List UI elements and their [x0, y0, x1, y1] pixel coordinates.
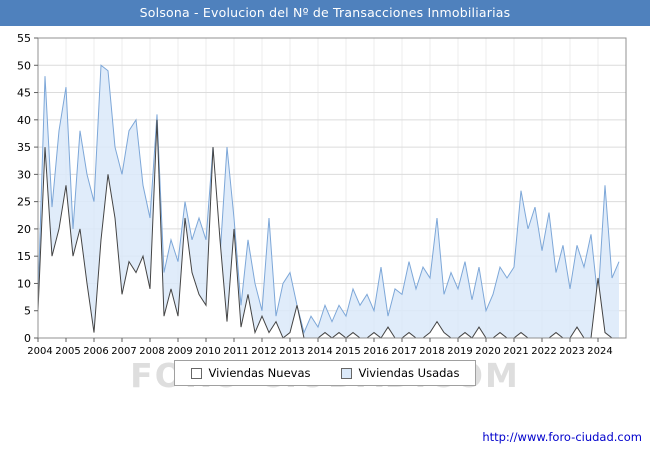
svg-text:2018: 2018 — [419, 346, 444, 357]
svg-text:2022: 2022 — [531, 346, 556, 357]
legend-item-viviendas-usadas[interactable]: Viviendas Usadas — [340, 366, 460, 380]
legend-item-viviendas-nuevas[interactable]: Viviendas Nuevas — [190, 366, 311, 380]
svg-text:2014: 2014 — [307, 346, 332, 357]
svg-text:20: 20 — [17, 223, 31, 236]
svg-text:2006: 2006 — [83, 346, 108, 357]
svg-text:2024: 2024 — [587, 346, 612, 357]
nuevas-swatch-checkbox-icon[interactable] — [190, 367, 202, 379]
svg-text:0: 0 — [24, 332, 31, 345]
usadas-swatch-checkbox-icon[interactable] — [340, 367, 352, 379]
svg-text:2004: 2004 — [27, 346, 52, 357]
svg-text:2021: 2021 — [503, 346, 528, 357]
usadas-label: Viviendas Usadas — [358, 366, 460, 380]
chart-title-bar: Solsona - Evolucion del Nº de Transaccio… — [0, 0, 650, 26]
svg-text:2016: 2016 — [363, 346, 388, 357]
svg-text:2012: 2012 — [251, 346, 276, 357]
svg-text:2005: 2005 — [55, 346, 80, 357]
chart-area: 0 5 10 15 20 25 30 35 40 45 50 55 2004 2005 2006 2007 20… — [0, 26, 650, 395]
svg-text:55: 55 — [17, 32, 31, 45]
svg-text:2013: 2013 — [279, 346, 304, 357]
svg-text:5: 5 — [24, 305, 31, 318]
svg-text:50: 50 — [17, 59, 31, 72]
svg-text:40: 40 — [17, 114, 31, 127]
svg-text:2019: 2019 — [447, 346, 472, 357]
svg-text:2007: 2007 — [111, 346, 136, 357]
footer-url-link[interactable]: http://www.foro-ciudad.com — [482, 430, 642, 444]
svg-text:2017: 2017 — [391, 346, 416, 357]
svg-text:2008: 2008 — [139, 346, 164, 357]
svg-text:45: 45 — [17, 87, 31, 100]
svg-text:10: 10 — [17, 277, 31, 290]
svg-text:2011: 2011 — [223, 346, 248, 357]
svg-text:2009: 2009 — [167, 346, 192, 357]
svg-text:2015: 2015 — [335, 346, 360, 357]
svg-text:2023: 2023 — [559, 346, 584, 357]
page-title: Solsona - Evolucion del Nº de Transaccio… — [139, 5, 511, 20]
svg-text:2010: 2010 — [195, 346, 220, 357]
svg-text:2020: 2020 — [475, 346, 500, 357]
legend: Viviendas Nuevas Viviendas Usadas — [173, 360, 477, 386]
nuevas-label: Viviendas Nuevas — [208, 366, 311, 380]
svg-text:25: 25 — [17, 196, 31, 209]
svg-text:35: 35 — [17, 141, 31, 154]
svg-text:30: 30 — [17, 168, 31, 181]
svg-text:15: 15 — [17, 250, 31, 263]
